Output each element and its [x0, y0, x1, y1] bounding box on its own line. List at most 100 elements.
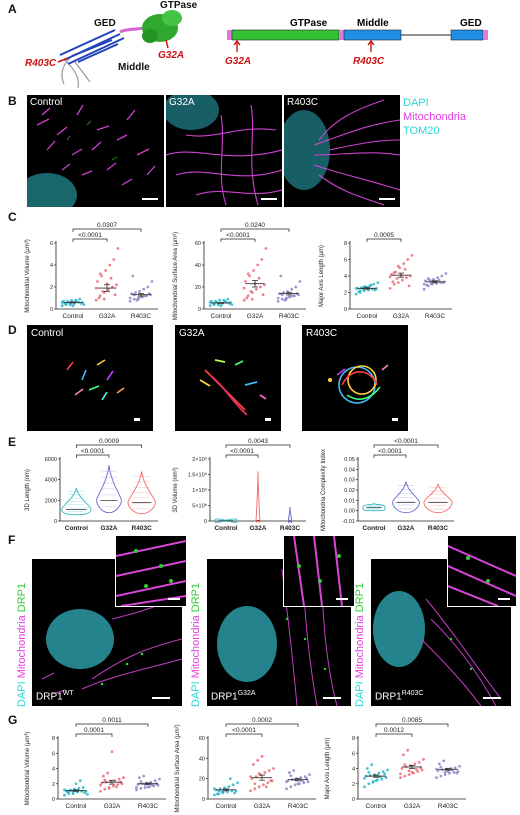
data-point	[257, 276, 261, 280]
side-label-f-wt: DAPI Mitochondria DRP1	[16, 582, 28, 707]
chart-e-3d-volume: 0 5×10⁸ 1×10⁹ 1.5×10⁹ 2×10⁹ 3D Volume (nm³) Co…	[173, 438, 306, 532]
data-point	[395, 277, 399, 280]
y-tick-label: 0.00	[344, 509, 355, 515]
x-tick-label: R403C	[438, 803, 459, 810]
y-axis-label: Mitochondrial Surface Area (µm²)	[175, 724, 181, 812]
p-value-label: 0.0005	[374, 232, 394, 239]
data-point	[143, 786, 147, 789]
scale-bar	[142, 198, 158, 200]
caption-f-wt: DRP1WT	[36, 690, 74, 703]
data-point	[226, 297, 230, 301]
data-point	[251, 763, 255, 766]
data-point	[308, 773, 311, 776]
data-point	[105, 282, 109, 286]
data-point	[363, 777, 366, 780]
x-tick-label: Control	[66, 803, 88, 810]
data-point	[106, 771, 110, 775]
x-tick-label: Control	[65, 525, 88, 532]
chart-g-mito-volume: 0 2 4 6 8 Mitochondrial Volume (µm³) Control G3…	[25, 717, 166, 810]
x-tick-label: Control	[211, 313, 233, 320]
data-point	[86, 793, 89, 796]
y-tick-label: 6	[52, 751, 55, 757]
data-point	[253, 787, 257, 791]
p-value-label: 0.0002	[252, 717, 272, 724]
x-tick-label: R403C	[131, 313, 152, 320]
data-point	[231, 783, 235, 787]
data-point	[263, 771, 267, 774]
p-value-label: <0.0001	[81, 448, 105, 455]
data-point	[381, 770, 385, 773]
p-value-label: 0.0001	[84, 727, 104, 734]
data-point	[392, 271, 396, 275]
render-d-title-g32a: G32A	[179, 328, 205, 339]
data-point	[252, 269, 256, 272]
data-point	[414, 767, 418, 771]
panel-label-g: G	[8, 713, 18, 727]
data-point	[383, 772, 387, 776]
data-point	[396, 281, 400, 284]
significance-bracket	[366, 238, 402, 242]
data-point	[122, 776, 125, 780]
y-tick-label: 6000	[45, 457, 57, 463]
data-point	[137, 776, 141, 780]
data-point	[236, 781, 239, 785]
y-tick-label: 0	[352, 797, 355, 803]
data-point	[250, 297, 254, 301]
data-point	[150, 280, 154, 283]
data-point	[367, 782, 371, 786]
data-point	[380, 777, 384, 781]
y-tick-label: 0	[202, 797, 205, 803]
data-point	[453, 766, 457, 770]
data-point	[260, 754, 264, 758]
y-tick-label: 5×10⁸	[192, 503, 207, 510]
data-point	[406, 258, 410, 261]
significance-bracket	[75, 723, 149, 727]
data-point	[107, 786, 111, 790]
data-point	[400, 767, 404, 770]
data-point	[446, 770, 450, 773]
data-point	[420, 768, 424, 772]
panel-label-f: F	[8, 533, 16, 547]
domain-label-middle: Middle	[357, 18, 389, 29]
y-axis-label: 3D Length (nm)	[25, 469, 31, 511]
data-point	[437, 762, 441, 766]
x-tick-label: G32A	[404, 803, 421, 810]
data-point	[208, 301, 212, 304]
data-point	[63, 788, 66, 792]
data-point	[437, 278, 441, 282]
data-point	[131, 274, 135, 278]
domain-gtpase	[231, 29, 340, 41]
data-point	[101, 290, 105, 293]
data-point	[287, 295, 291, 299]
data-point	[98, 272, 102, 276]
x-tick-label: R403C	[138, 803, 159, 810]
micrograph-b-title-control: Control	[30, 97, 63, 108]
data-point	[114, 785, 118, 789]
data-point	[78, 297, 82, 301]
legend-mitochondria: Mitochondria	[403, 111, 466, 123]
significance-bracket	[225, 444, 291, 448]
data-point	[115, 283, 118, 287]
y-tick-label: 0	[54, 519, 57, 525]
y-tick-label: 2	[344, 291, 347, 297]
data-point	[103, 778, 107, 782]
y-tick-label: 6	[352, 751, 355, 757]
x-tick-label: G32A	[104, 803, 121, 810]
data-point	[233, 791, 237, 795]
data-point	[292, 769, 296, 772]
data-point	[249, 789, 252, 793]
data-point	[367, 770, 371, 774]
significance-bracket	[373, 444, 439, 448]
data-point	[374, 779, 378, 783]
drp1-structure-image: GED GTPase Middle R403C G32A	[25, 0, 198, 89]
data-point	[254, 287, 258, 291]
data-point	[407, 773, 411, 776]
data-point	[99, 783, 102, 787]
domain-c-terminus	[483, 30, 488, 40]
data-point	[371, 780, 375, 783]
data-point	[377, 771, 381, 775]
structure-label-middle: Middle	[118, 62, 150, 73]
scale-bar	[261, 198, 277, 200]
data-point	[109, 276, 113, 280]
domain-mutation-g32a: G32A	[225, 56, 251, 67]
